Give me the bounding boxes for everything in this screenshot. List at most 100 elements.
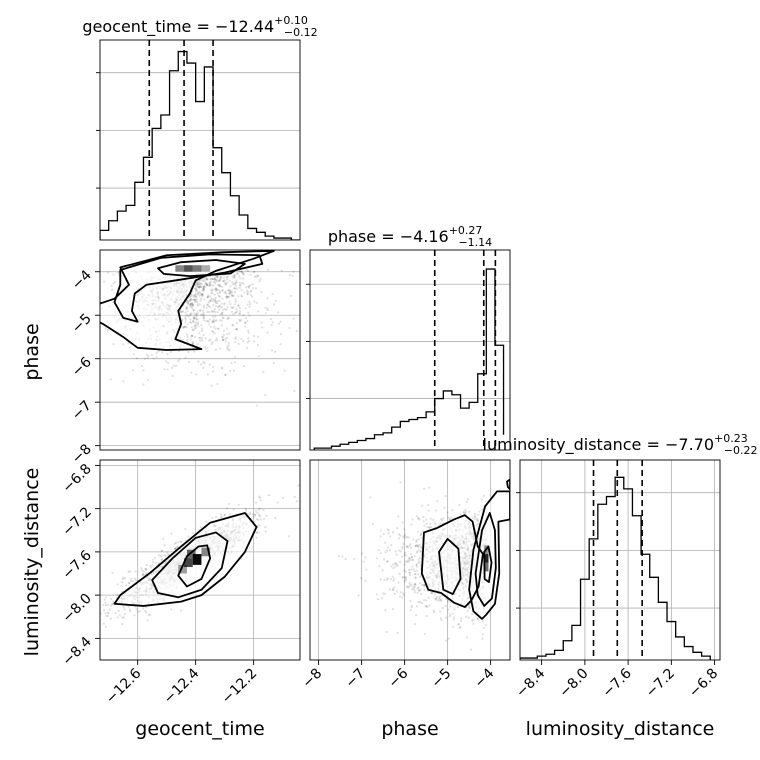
scatter-geocent-time-vs-phase-point [255, 275, 258, 278]
scatter-phase-vs-luminosity-distance-point [477, 513, 480, 516]
scatter-phase-vs-luminosity-distance-point [417, 573, 420, 576]
scatter-phase-vs-luminosity-distance-point [476, 519, 479, 522]
scatter-phase-vs-luminosity-distance-point [404, 577, 408, 580]
scatter-geocent-time-vs-phase-point [202, 313, 205, 316]
scatter-geocent-time-vs-luminosity-distance-point [223, 514, 226, 517]
scatter-phase-vs-luminosity-distance-density-core [484, 562, 489, 572]
scatter-geocent-time-vs-phase-point [238, 306, 241, 310]
scatter-geocent-time-vs-luminosity-distance-point [84, 623, 86, 625]
scatter-geocent-time-vs-phase-point [206, 277, 209, 280]
scatter-geocent-time-vs-luminosity-distance-contour-1 [151, 531, 229, 599]
scatter-geocent-time-vs-phase-point [233, 276, 236, 279]
scatter-geocent-time-vs-phase-point [210, 342, 213, 345]
scatter-geocent-time-vs-phase-point [196, 288, 199, 292]
scatter-geocent-time-vs-phase-point [292, 270, 295, 273]
scatter-phase-vs-luminosity-distance-point [360, 576, 363, 580]
scatter-geocent-time-vs-phase-point [220, 324, 223, 327]
scatter-phase-vs-luminosity-distance-point [447, 637, 450, 640]
scatter-phase-vs-luminosity-distance-contour-2 [438, 538, 462, 595]
scatter-geocent-time-vs-luminosity-distance-point [123, 577, 127, 580]
scatter-geocent-time-vs-phase-point [193, 324, 197, 327]
scatter-geocent-time-vs-phase-point [204, 278, 208, 281]
scatter-geocent-time-vs-phase-point [143, 357, 146, 360]
scatter-geocent-time-vs-luminosity-distance-point [82, 626, 84, 628]
scatter-geocent-time-vs-luminosity-distance-point [260, 518, 263, 521]
scatter-phase-vs-luminosity-distance-point [416, 565, 419, 568]
scatter-geocent-time-vs-phase-point [233, 287, 236, 290]
scatter-geocent-time-vs-phase-point [245, 268, 249, 271]
scatter-phase-vs-luminosity-distance-point [411, 588, 414, 591]
scatter-geocent-time-vs-phase-point [222, 333, 225, 336]
scatter-geocent-time-vs-phase-point [210, 297, 213, 300]
scatter-geocent-time-vs-luminosity-distance-point [104, 612, 107, 615]
scatter-geocent-time-vs-phase-point [218, 279, 221, 282]
scatter-geocent-time-vs-phase-point [145, 353, 148, 357]
scatter-geocent-time-vs-luminosity-distance-contour-2 [113, 512, 258, 607]
scatter-geocent-time-vs-luminosity-distance-point [107, 612, 110, 615]
scatter-geocent-time-vs-luminosity-distance-y-tick-label: −8.0 [59, 591, 94, 626]
scatter-geocent-time-vs-phase-point [231, 324, 234, 327]
scatter-geocent-time-vs-phase-point [190, 326, 193, 329]
scatter-geocent-time-vs-phase-point [198, 294, 201, 297]
scatter-geocent-time-vs-phase-point [208, 281, 211, 284]
scatter-geocent-time-vs-phase-point [203, 362, 206, 365]
scatter-geocent-time-vs-phase-point [171, 374, 174, 377]
scatter-geocent-time-vs-luminosity-distance-point [122, 576, 125, 579]
scatter-phase-vs-luminosity-distance-point [413, 586, 416, 589]
scatter-phase-vs-luminosity-distance-point [409, 542, 412, 546]
scatter-geocent-time-vs-phase-point [235, 328, 238, 331]
scatter-phase-vs-luminosity-distance-point [396, 527, 399, 530]
scatter-geocent-time-vs-phase-point [211, 277, 214, 281]
scatter-geocent-time-vs-luminosity-distance-point [128, 582, 131, 585]
scatter-geocent-time-vs-phase-point [266, 331, 269, 334]
scatter-geocent-time-vs-phase-point [192, 298, 196, 301]
scatter-phase-vs-luminosity-distance-point [391, 575, 394, 578]
scatter-phase-vs-luminosity-distance-point [410, 558, 413, 561]
scatter-geocent-time-vs-phase-point [187, 360, 191, 363]
scatter-geocent-time-vs-phase-point [210, 278, 213, 281]
scatter-geocent-time-vs-phase-point [220, 306, 224, 309]
scatter-phase-vs-luminosity-distance-point [416, 550, 419, 553]
scatter-geocent-time-vs-phase-point [240, 270, 243, 273]
scatter-geocent-time-vs-phase-point [189, 302, 192, 306]
y-axis-label-luminosity-distance: luminosity_distance [21, 468, 43, 657]
scatter-geocent-time-vs-phase-point [236, 272, 239, 275]
scatter-phase-vs-luminosity-distance-point [414, 544, 418, 547]
scatter-geocent-time-vs-phase-point [258, 280, 261, 283]
scatter-geocent-time-vs-phase-point [255, 301, 258, 304]
scatter-geocent-time-vs-phase-point [255, 404, 259, 407]
scatter-phase-vs-luminosity-distance-point [481, 637, 484, 640]
scatter-geocent-time-vs-phase-point [169, 350, 173, 353]
scatter-phase-vs-luminosity-distance-point [428, 486, 431, 489]
scatter-phase-vs-luminosity-distance-point [391, 608, 394, 611]
scatter-geocent-time-vs-phase-point [217, 295, 221, 298]
scatter-phase-vs-luminosity-distance-point [417, 548, 421, 551]
scatter-geocent-time-vs-luminosity-distance-point [232, 508, 235, 511]
scatter-phase-vs-luminosity-distance-contour-1 [474, 512, 497, 607]
scatter-geocent-time-vs-phase-point [202, 304, 205, 307]
scatter-geocent-time-vs-phase-point [234, 300, 238, 303]
scatter-phase-vs-luminosity-distance-point [439, 598, 443, 601]
scatter-phase-vs-luminosity-distance-point [402, 542, 405, 546]
scatter-phase-vs-luminosity-distance-point [441, 519, 444, 522]
scatter-geocent-time-vs-phase-point [220, 367, 224, 370]
scatter-geocent-time-vs-phase-point [279, 343, 282, 346]
scatter-geocent-time-vs-luminosity-distance-density-core [184, 558, 193, 568]
scatter-geocent-time-vs-phase-point [193, 327, 197, 330]
scatter-geocent-time-vs-phase-point [199, 363, 202, 366]
scatter-phase-vs-luminosity-distance-point [413, 583, 417, 586]
scatter-geocent-time-vs-phase-point [199, 309, 202, 312]
scatter-geocent-time-vs-phase-point [189, 302, 192, 305]
scatter-geocent-time-vs-phase-point [221, 316, 224, 319]
scatter-geocent-time-vs-luminosity-distance-point [159, 555, 162, 558]
scatter-geocent-time-vs-luminosity-distance-point [274, 517, 277, 520]
scatter-geocent-time-vs-phase-point [246, 319, 249, 323]
scatter-geocent-time-vs-luminosity-distance-point [293, 495, 296, 498]
scatter-geocent-time-vs-luminosity-distance-point [91, 618, 93, 620]
scatter-phase-vs-luminosity-distance-point [403, 528, 406, 531]
scatter-geocent-time-vs-phase-point [209, 338, 212, 341]
scatter-geocent-time-vs-luminosity-distance-point [255, 531, 258, 534]
scatter-phase-vs-luminosity-distance-point [426, 525, 429, 529]
scatter-geocent-time-vs-luminosity-distance-point [254, 501, 258, 504]
scatter-geocent-time-vs-phase-point [199, 336, 202, 340]
